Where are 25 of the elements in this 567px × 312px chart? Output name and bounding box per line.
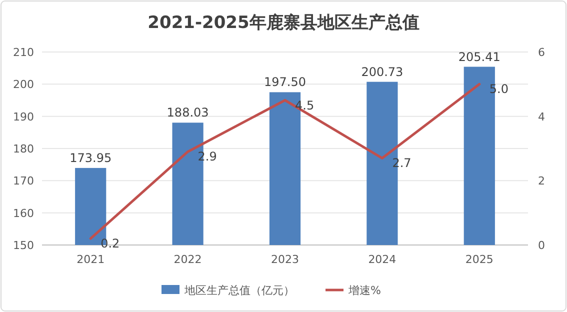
y2-tick-label: 6 (538, 46, 545, 59)
data-label: 205.41 (458, 50, 500, 64)
data-label: 173.95 (70, 150, 112, 165)
data-label: 197.50 (264, 75, 306, 90)
y-tick-label: 180 (13, 142, 34, 156)
legend-label: 地区生产总值（亿元） (184, 284, 294, 297)
y-tick-label: 150 (13, 239, 34, 252)
legend-label: 增速% (348, 284, 381, 297)
x-tick-label: 2022 (174, 253, 202, 266)
x-tick-label: 2021 (76, 253, 105, 266)
data-label: 200.73 (361, 64, 404, 79)
y-tick-label: 190 (13, 110, 34, 124)
y-tick-label: 160 (13, 206, 34, 220)
y2-tick-label: 4 (538, 110, 545, 124)
data-label: 0.2 (100, 236, 120, 251)
y-tick-label: 210 (13, 46, 34, 59)
x-tick-label: 2023 (271, 253, 299, 266)
y2-tick-label: 2 (538, 174, 545, 188)
data-label: 188.03 (166, 106, 209, 120)
y-tick-label: 200 (13, 78, 34, 92)
x-tick-label: 2024 (368, 253, 396, 266)
chart-title: 2021-2025年鹿寨县地区生产总值 (148, 13, 420, 33)
x-tick-label: 2025 (465, 253, 494, 266)
y-tick-label: 170 (13, 174, 34, 188)
y2-tick-label: 0 (538, 239, 545, 252)
